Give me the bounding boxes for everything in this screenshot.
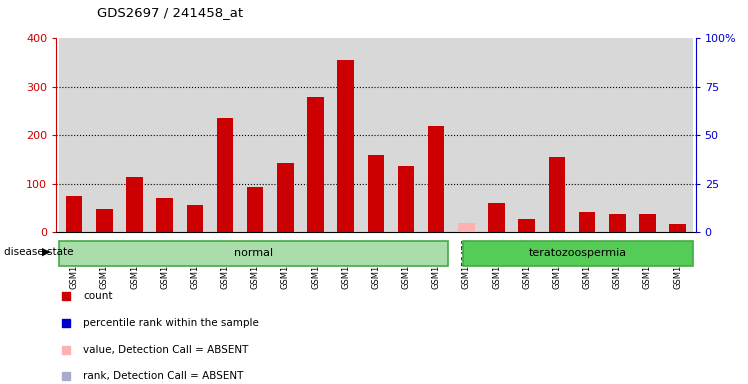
Bar (186, 205, 203, 232)
Bar (150, 38, 180, 232)
Bar (632, 38, 663, 232)
Text: value, Detection Call = ABSENT: value, Detection Call = ABSENT (83, 344, 248, 354)
Bar (156, 199, 173, 232)
Bar (548, 157, 565, 232)
Bar (270, 38, 301, 232)
Bar (277, 163, 294, 232)
Bar (126, 177, 143, 232)
Bar (639, 214, 656, 232)
Bar (247, 187, 263, 232)
Bar (572, 38, 602, 232)
Bar (337, 60, 354, 232)
Bar (301, 38, 331, 232)
Bar (210, 38, 240, 232)
Bar (307, 96, 324, 232)
Bar (59, 38, 89, 232)
Bar (96, 209, 113, 232)
Text: disease state: disease state (4, 247, 73, 257)
Bar (89, 38, 120, 232)
Text: GDS2697 / 241458_at: GDS2697 / 241458_at (97, 6, 243, 19)
Text: ▶: ▶ (43, 247, 51, 257)
Bar (391, 38, 421, 232)
Bar (451, 38, 482, 232)
Bar (458, 223, 475, 232)
Bar (66, 196, 82, 232)
Text: normal: normal (234, 248, 273, 258)
Bar (579, 212, 595, 232)
Bar (542, 38, 572, 232)
Bar (217, 118, 233, 232)
Bar (602, 38, 632, 232)
Bar (518, 219, 535, 232)
Bar (180, 38, 210, 232)
Text: percentile rank within the sample: percentile rank within the sample (83, 318, 259, 328)
Text: count: count (83, 291, 112, 301)
Text: rank, Detection Call = ABSENT: rank, Detection Call = ABSENT (83, 371, 243, 381)
Bar (331, 38, 361, 232)
Bar (482, 38, 512, 232)
Bar (59, 242, 448, 266)
Bar (669, 223, 686, 232)
Bar (361, 38, 391, 232)
Bar (398, 166, 414, 232)
Text: teratozoospermia: teratozoospermia (529, 248, 627, 258)
Bar (512, 38, 542, 232)
Bar (488, 203, 505, 232)
Bar (240, 38, 270, 232)
Bar (609, 214, 625, 232)
Bar (421, 38, 451, 232)
Bar (663, 38, 693, 232)
Bar (367, 155, 384, 232)
Bar (120, 38, 150, 232)
Bar (428, 126, 444, 232)
Bar (463, 242, 693, 266)
